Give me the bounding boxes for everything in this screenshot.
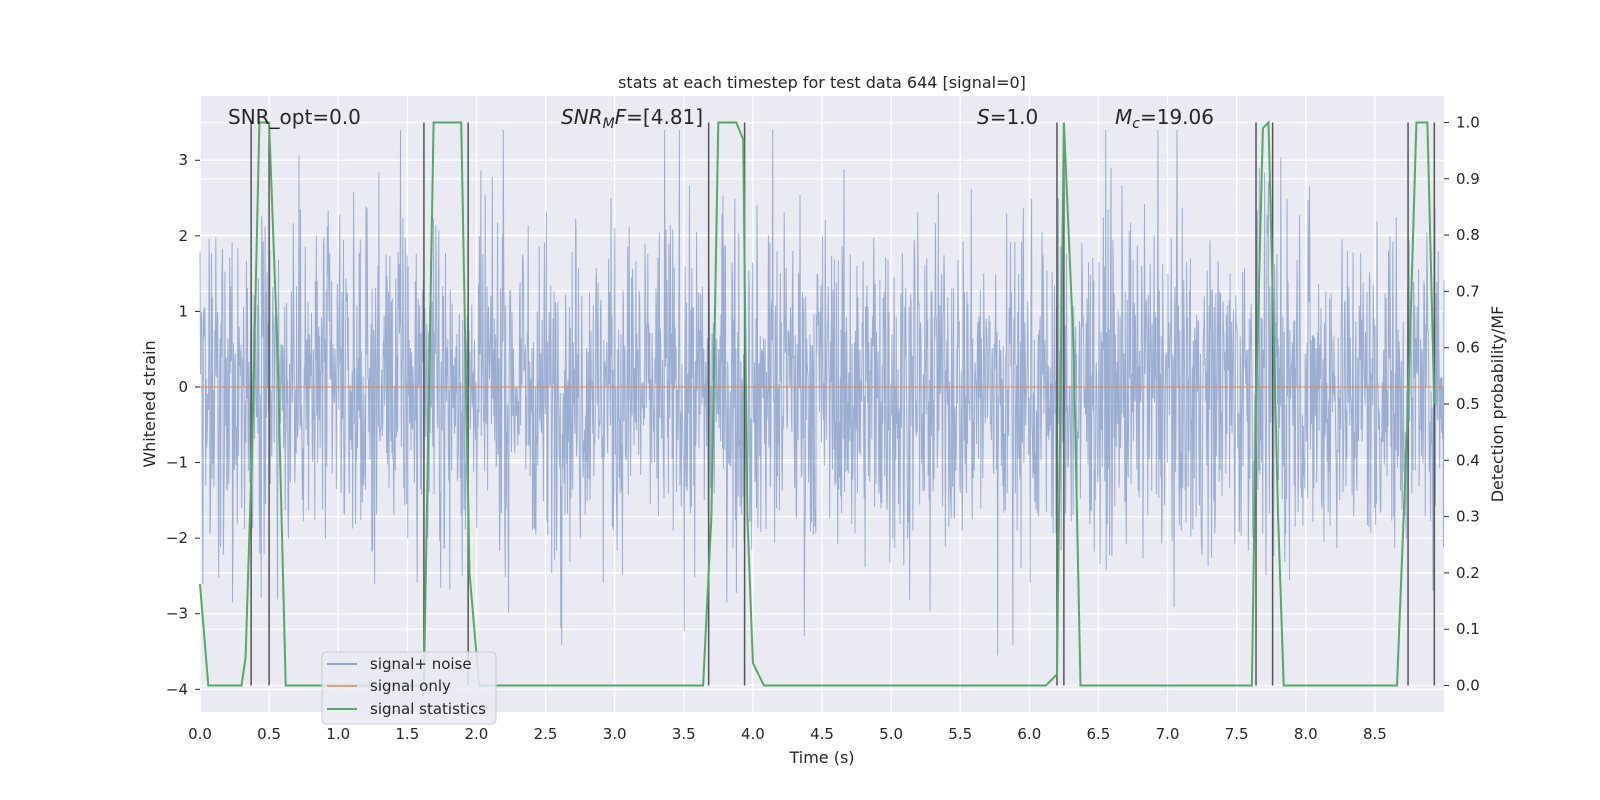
x-tick-label: 4.5 <box>810 725 834 743</box>
y-right-tick-label: 0.6 <box>1456 339 1480 357</box>
noise-line <box>199 129 1445 656</box>
y-tick-label: 2 <box>178 227 188 245</box>
annotation-snr-opt: SNR_opt=0.0 <box>228 105 361 129</box>
legend-label-signal: signal only <box>370 677 451 695</box>
x-tick-label: 5.5 <box>948 725 972 743</box>
y-right-tick-label: 1.0 <box>1456 113 1480 131</box>
x-tick-label: 6.5 <box>1087 725 1111 743</box>
y-axis-ticks: −4 −3 −2 −1 0 1 2 3 <box>166 151 200 698</box>
x-tick-label: 6.0 <box>1017 725 1041 743</box>
signal-plus-noise-series <box>199 129 1445 656</box>
x-tick-label: 7.0 <box>1156 725 1180 743</box>
y-right-tick-label: 0.1 <box>1456 620 1480 638</box>
x-tick-label: 5.0 <box>879 725 903 743</box>
x-tick-label: 1.0 <box>326 725 350 743</box>
x-tick-label: 8.0 <box>1294 725 1318 743</box>
x-tick-label: 2.0 <box>465 725 489 743</box>
annotation-mc: Mc=19.06 <box>1115 105 1214 132</box>
x-tick-label: 3.0 <box>603 725 627 743</box>
chart-title: stats at each timestep for test data 644… <box>618 73 1026 92</box>
signal-statistics-series <box>199 120 1436 687</box>
y-right-tick-label: 0.2 <box>1456 564 1480 582</box>
signal-statistics-line <box>199 120 1436 687</box>
x-tick-label: 3.5 <box>672 725 696 743</box>
y-right-tick-label: 0.4 <box>1456 451 1480 469</box>
y-right-axis-ticks: 0.0 0.1 0.2 0.3 0.4 0.5 0.6 0.7 0.8 0.9 1.0 <box>1444 113 1480 695</box>
legend: signal+ noise signal only signal statist… <box>321 651 497 725</box>
y-right-tick-label: 0.8 <box>1456 226 1480 244</box>
annotation-snr-mf: SNRMF=[4.81] <box>561 105 703 132</box>
y-tick-label: −2 <box>166 529 188 547</box>
x-tick-label: 0.0 <box>188 725 212 743</box>
y-right-tick-label: 0.0 <box>1456 677 1480 695</box>
y-axis-label: Whitened strain <box>140 340 159 467</box>
y-tick-label: −1 <box>166 454 188 472</box>
x-tick-label: 4.0 <box>741 725 765 743</box>
legend-label-stats: signal statistics <box>370 700 486 718</box>
y-right-tick-label: 0.9 <box>1456 170 1480 188</box>
y-tick-label: 0 <box>178 378 188 396</box>
x-tick-label: 7.5 <box>1225 725 1249 743</box>
x-axis-label: Time (s) <box>788 748 854 767</box>
y-right-tick-label: 0.7 <box>1456 282 1480 300</box>
y-tick-label: 3 <box>178 151 188 169</box>
y-tick-label: −4 <box>166 680 188 698</box>
legend-box <box>321 651 497 725</box>
y-tick-label: −3 <box>166 605 188 623</box>
annotation-s: S=1.0 <box>977 105 1038 129</box>
annotations: SNR_opt=0.0 SNRMF=[4.81] S=1.0 Mc=19.06 <box>228 105 1214 132</box>
y-right-axis-label: Detection probability/MF <box>1488 306 1507 503</box>
y-right-tick-label: 0.3 <box>1456 508 1480 526</box>
x-tick-label: 8.5 <box>1363 725 1387 743</box>
x-axis-ticks: 0.0 0.5 1.0 1.5 2.0 2.5 3.0 3.5 4.0 4.5 5.0 5.5 6.0 6… <box>188 725 1387 743</box>
y-right-tick-label: 0.5 <box>1456 395 1480 413</box>
legend-label-noise: signal+ noise <box>370 655 472 673</box>
x-tick-label: 0.5 <box>257 725 281 743</box>
y-tick-label: 1 <box>178 302 188 320</box>
x-tick-label: 1.5 <box>395 725 419 743</box>
x-tick-label: 2.5 <box>534 725 558 743</box>
